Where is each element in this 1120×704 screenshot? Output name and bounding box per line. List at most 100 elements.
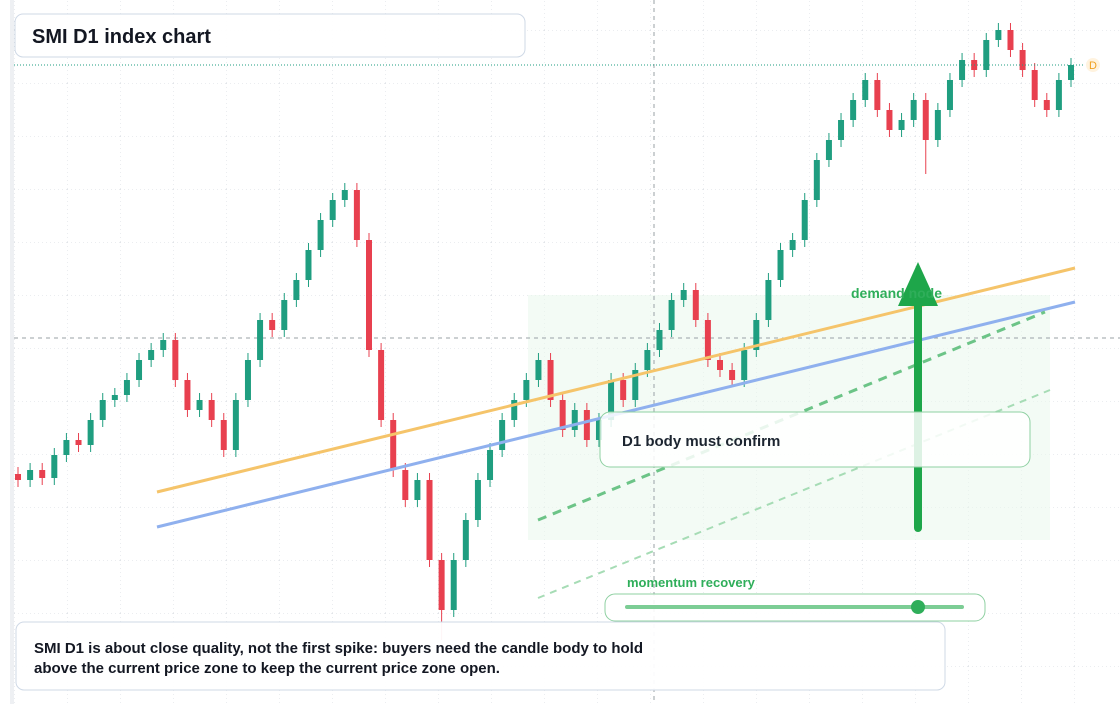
candle-body — [160, 340, 167, 350]
candle-body — [995, 30, 1002, 40]
candle-body — [378, 350, 385, 420]
candle-body — [220, 420, 227, 450]
candle-body — [450, 560, 457, 610]
candle-body — [414, 480, 421, 500]
candle-body — [934, 110, 941, 140]
candle-body — [620, 380, 627, 400]
candle-body — [353, 190, 360, 240]
candle-body — [608, 380, 615, 420]
candle-body — [741, 350, 748, 380]
candle-body — [850, 100, 857, 120]
arrow-head — [898, 262, 938, 306]
candle-body — [789, 240, 796, 250]
candle-body — [75, 440, 82, 445]
candle-body — [474, 480, 481, 520]
momentum-handle — [911, 600, 925, 614]
candle-body — [1068, 65, 1074, 80]
candle-body — [571, 410, 578, 430]
candle-body — [1031, 70, 1038, 100]
candle-body — [1007, 30, 1014, 50]
candle-body — [438, 560, 445, 610]
candle-body — [922, 100, 929, 140]
candle-body — [777, 250, 784, 280]
candle-body — [390, 420, 397, 470]
candle-body — [184, 380, 191, 410]
candle-body — [136, 360, 143, 380]
candle-body — [535, 360, 542, 380]
candle-body — [559, 400, 566, 430]
candle-body — [232, 400, 239, 450]
candle-body — [547, 360, 554, 400]
candle-body — [898, 120, 905, 130]
confirm-box — [599, 411, 1031, 468]
candle-body — [111, 395, 118, 400]
candle-body — [838, 120, 845, 140]
candle-body — [1055, 80, 1062, 110]
candle-body — [269, 320, 276, 330]
candle-body — [305, 250, 312, 280]
candle-body — [426, 480, 433, 560]
candle-body — [983, 40, 990, 70]
candle-body — [244, 360, 251, 400]
candle-body — [656, 330, 663, 350]
note-box — [15, 621, 946, 691]
candle-body — [704, 320, 711, 360]
chart-title: SMI D1 index chart — [32, 26, 211, 48]
zone-label: demand node — [851, 285, 942, 301]
candle-body — [27, 470, 34, 480]
candle-body — [293, 280, 300, 300]
candle-body — [886, 110, 893, 130]
candle-body — [595, 420, 602, 440]
candle-body — [765, 280, 772, 320]
note-line: above the current price zone to keep the… — [34, 660, 500, 677]
candle-body — [257, 320, 264, 360]
candle-body — [632, 370, 639, 400]
candle-body — [499, 420, 506, 450]
candle-body — [959, 60, 966, 80]
last-price-badge — [1086, 58, 1100, 72]
candle-body — [15, 474, 21, 480]
candle-body — [341, 190, 348, 200]
candle-body — [317, 220, 324, 250]
momentum-label: momentum recovery — [627, 575, 756, 590]
candle-body — [208, 400, 215, 420]
title-box — [14, 13, 526, 58]
candle-body — [692, 290, 699, 320]
candle-body — [801, 200, 808, 240]
candle-body — [910, 100, 917, 120]
candle-body — [172, 340, 179, 380]
candle-body — [874, 80, 881, 110]
candle-body — [402, 470, 409, 500]
candle-body — [123, 380, 130, 395]
candle-body — [729, 370, 736, 380]
note-line: SMI D1 is about close quality, not the f… — [34, 640, 643, 657]
candle-body — [366, 240, 372, 350]
candle-body — [462, 520, 469, 560]
candle-body — [862, 80, 869, 100]
candle-body — [148, 350, 155, 360]
candle-body — [644, 350, 651, 370]
candle-body — [753, 320, 760, 350]
candle-body — [1043, 100, 1050, 110]
left-edge — [10, 0, 14, 704]
candle-body — [813, 160, 820, 200]
last-price-badge-text: D — [1089, 60, 1097, 72]
candle-body — [281, 300, 288, 330]
candle-body — [63, 440, 70, 455]
candle-body — [487, 450, 494, 480]
candle-body — [523, 380, 530, 400]
candle-body — [1019, 50, 1026, 70]
candle-body — [680, 290, 687, 300]
candle-body — [329, 200, 336, 220]
candle-body — [39, 470, 46, 478]
candle-body — [717, 360, 723, 370]
confirm-label: D1 body must confirm — [622, 433, 780, 450]
candle-body — [196, 400, 203, 410]
candles — [15, 23, 1074, 640]
candle-body — [99, 400, 106, 420]
candle-body — [946, 80, 953, 110]
candle-body — [51, 455, 58, 478]
candle-body — [825, 140, 832, 160]
candle-body — [87, 420, 94, 445]
